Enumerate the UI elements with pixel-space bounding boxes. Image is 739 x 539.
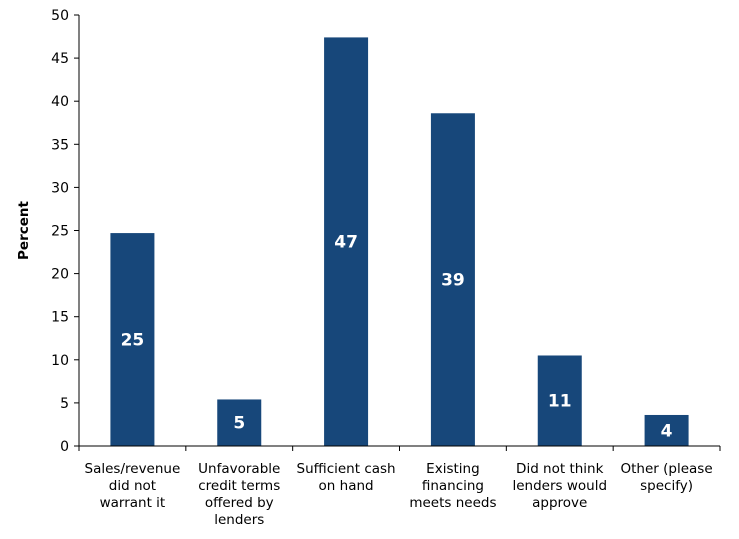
y-tick-label: 0 [60, 439, 69, 455]
category-label: Other (please specify) [621, 461, 713, 494]
bars-group [110, 37, 689, 447]
y-tick-label: 20 [51, 267, 69, 283]
bar [644, 414, 689, 446]
bar [537, 355, 582, 446]
y-tick-label: 40 [51, 94, 69, 110]
bar [324, 37, 369, 447]
y-tick-label: 5 [60, 396, 69, 412]
bar-data-label: 11 [548, 392, 572, 412]
bar [110, 233, 155, 446]
y-tick-label: 35 [51, 137, 69, 153]
bar [217, 399, 262, 446]
y-tick-label: 50 [51, 8, 69, 24]
y-tick-label: 25 [51, 224, 69, 240]
category-label: Existing financing meets needs [409, 461, 496, 511]
y-tick-label: 15 [51, 310, 69, 326]
bar [430, 113, 475, 446]
category-label: Sufficient cash on hand [297, 461, 396, 494]
category-labels-group: Sales/revenue did not warrant it Unfavorabl… [85, 461, 713, 528]
category-label: Unfavorable credit terms offered by lenders [198, 461, 280, 528]
bar-data-label: 25 [121, 331, 145, 351]
category-label: Sales/revenue did not warrant it [85, 461, 181, 511]
bar-data-label: 4 [661, 421, 673, 441]
y-tick-label: 10 [51, 353, 69, 369]
category-label: Did not think lenders would approve [512, 461, 607, 511]
y-tick-label: 30 [51, 180, 69, 196]
bar-data-label: 47 [334, 233, 358, 253]
data-labels-group: 25 5 47 39 11 4 [121, 233, 673, 442]
bar-data-label: 5 [233, 414, 245, 434]
bar-data-label: 39 [441, 271, 465, 291]
y-tick-label: 45 [51, 51, 69, 67]
y-axis-title: Percent [16, 200, 32, 259]
